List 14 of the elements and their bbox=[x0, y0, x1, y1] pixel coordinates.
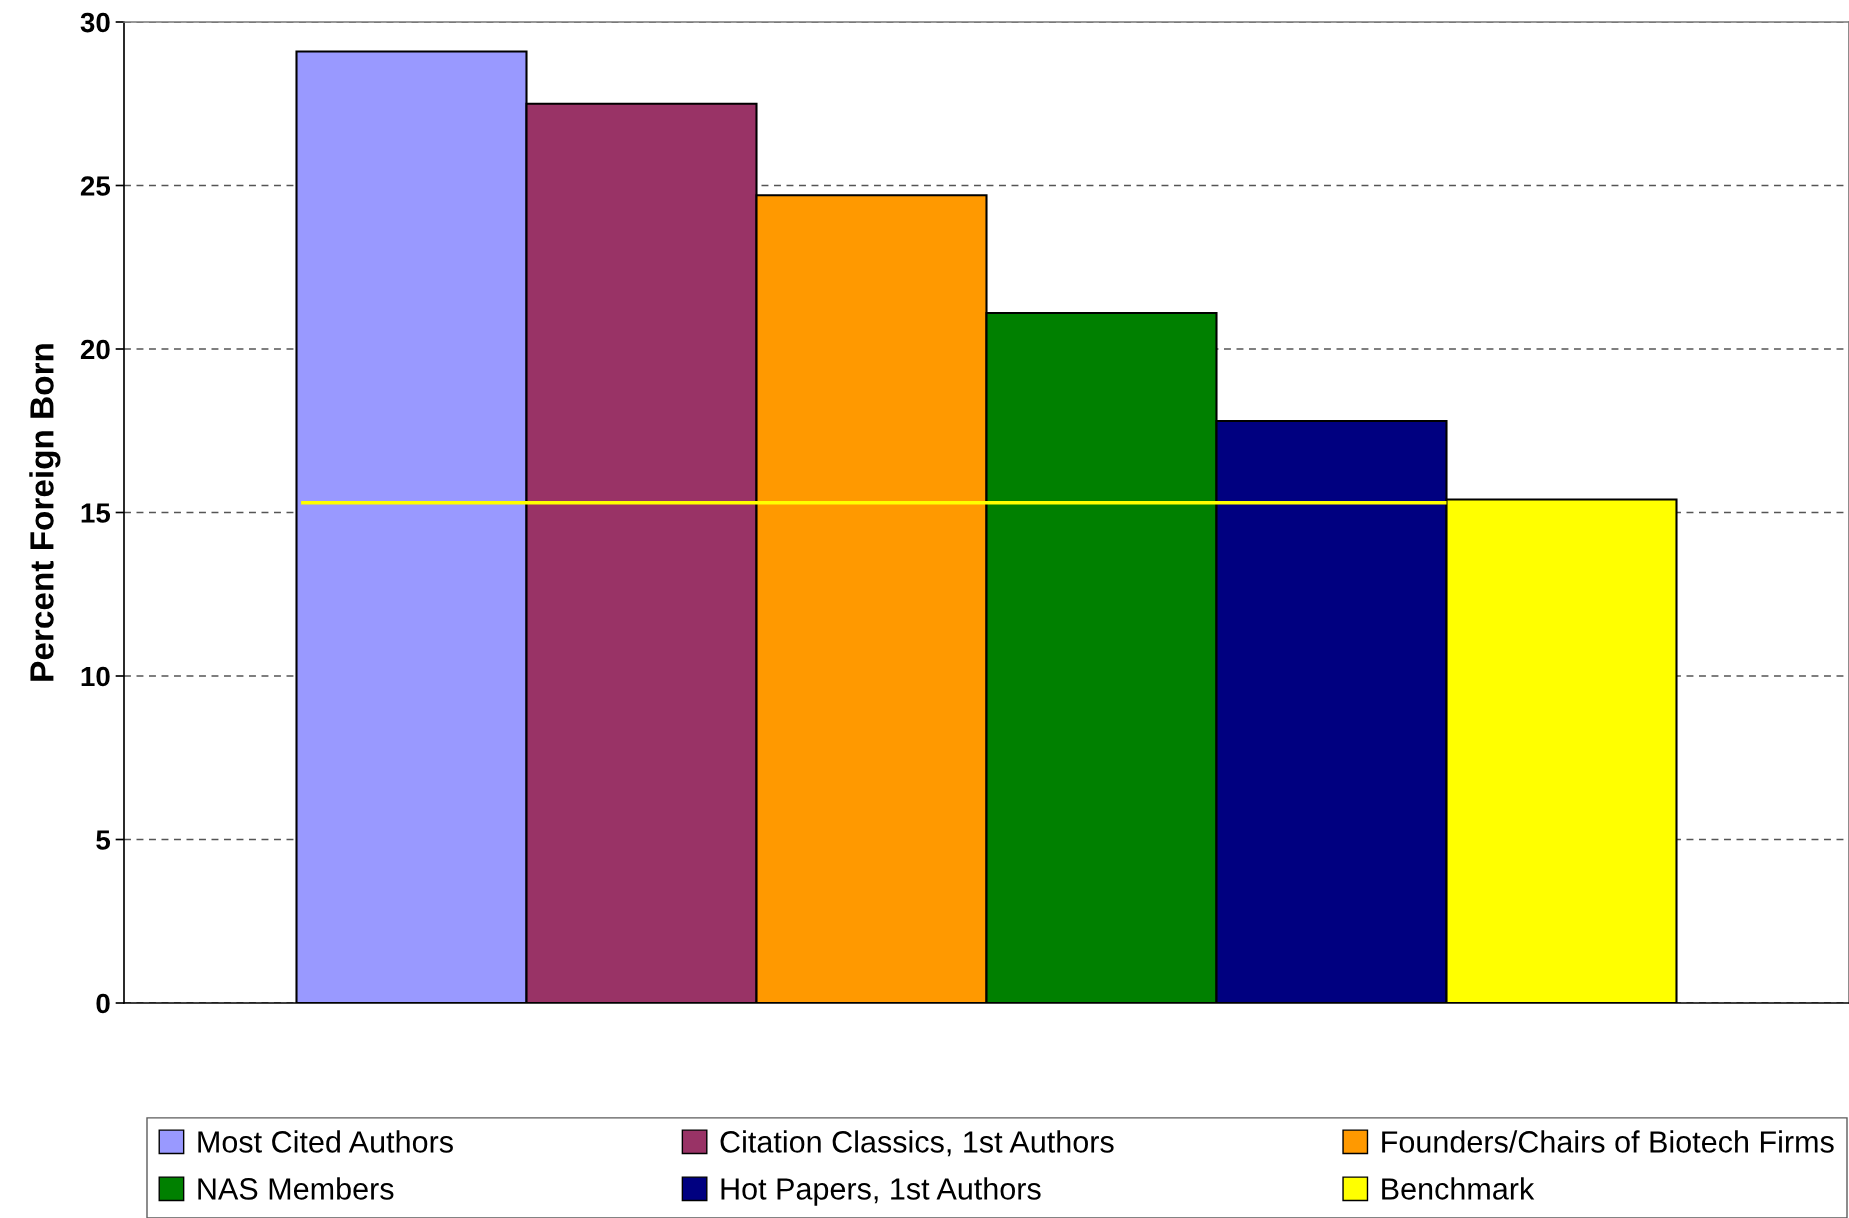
legend-label: Most Cited Authors bbox=[198, 1130, 453, 1153]
y-tick-label: 15 bbox=[81, 503, 111, 523]
legend-label: Benchmark bbox=[1382, 1177, 1535, 1200]
y-tick-label: 30 bbox=[80, 12, 110, 33]
y-tick-label: 10 bbox=[81, 666, 110, 687]
y-tick-label: 25 bbox=[80, 176, 111, 196]
legend-label: NAS Members bbox=[198, 1177, 394, 1200]
y-tick-label: 20 bbox=[80, 339, 110, 360]
legend-label: Founders/Chairs of Biotech Firms bbox=[1382, 1130, 1834, 1153]
y-tick-label: 5 bbox=[96, 830, 111, 850]
y-axis-title: Percent Foreign Born bbox=[29, 344, 61, 681]
y-tick-label: 0 bbox=[96, 993, 110, 1014]
legend-label: Citation Classics, 1st Authors bbox=[720, 1130, 1114, 1157]
legend-label: Hot Papers, 1st Authors bbox=[721, 1177, 1041, 1206]
